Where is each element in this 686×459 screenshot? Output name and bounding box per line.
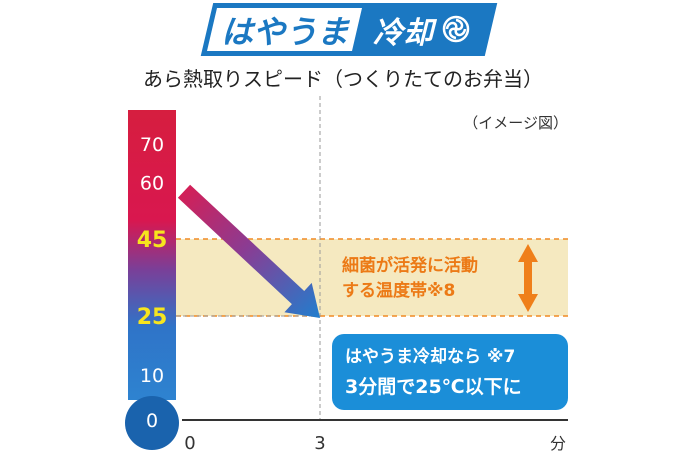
brand-name-left: はやうま [221,13,351,51]
band-label-line-1: 細菌が活発に活動 [342,255,478,276]
x-tick-label: 3 [314,433,325,454]
y-tick-label: 25 [137,305,168,330]
x-tick-label: 0 [184,433,195,454]
band-range-arrow [518,244,538,312]
band-label-line-2: する温度帯※8 [342,280,455,301]
band-label: 細菌が活発に活動 する温度帯※8 [342,255,478,301]
thermometer-tube [128,110,176,400]
brand-name-right: 冷却 [373,16,438,51]
y-tick-label: 60 [140,172,164,194]
brand-logo: はやうま 冷却 [200,3,498,56]
swirl-fan-icon [442,15,470,43]
callout-background [332,334,568,410]
y-tick-label: 45 [137,228,168,253]
callout-box: はやうま冷却なら ※7 3分間で25℃以下に [332,334,568,410]
y-tick-label: 70 [140,134,164,156]
brand-logo-left-panel [207,8,362,51]
thermometer [125,110,179,450]
y-axis-ticks: 70 60 45 25 10 0 [137,134,168,432]
y-tick-label: 10 [140,365,164,387]
x-axis-label: 分 [550,434,566,453]
y-tick-label: 0 [146,410,158,432]
cooling-arrow [177,184,320,318]
callout-line-1: はやうま冷却なら ※7 [345,346,515,367]
callout-line-2: 3分間で25℃以下に [345,376,522,398]
chart-title: あら熱取りスピード（つくりたてのお弁当） [143,67,543,91]
thermometer-bulb [125,396,179,450]
chart-note: （イメージ図） [463,114,568,132]
